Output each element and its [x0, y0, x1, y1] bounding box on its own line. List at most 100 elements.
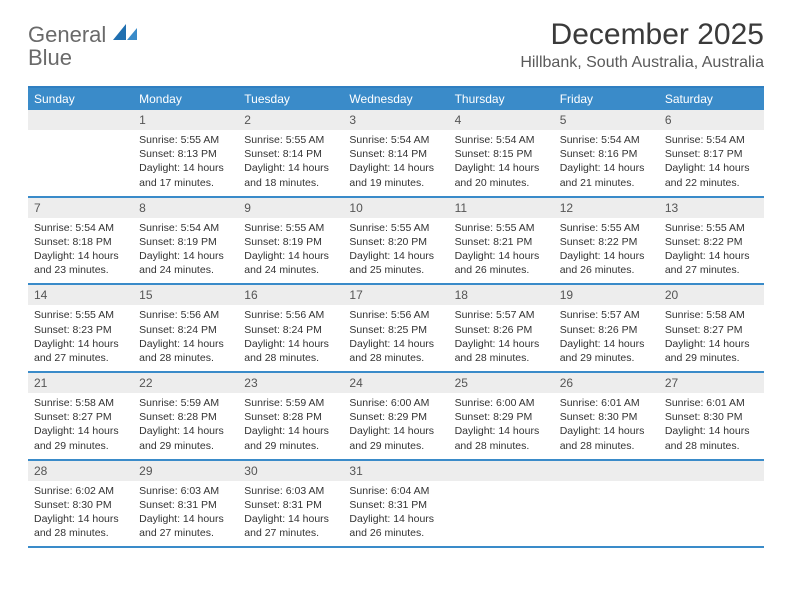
day-body: Sunrise: 5:55 AMSunset: 8:19 PMDaylight:…: [238, 218, 343, 278]
daylight-line: Daylight: 14 hours and 22 minutes.: [665, 161, 758, 189]
day-cell: 10Sunrise: 5:55 AMSunset: 8:20 PMDayligh…: [343, 198, 448, 284]
day-body: Sunrise: 5:56 AMSunset: 8:24 PMDaylight:…: [133, 305, 238, 365]
sunrise-line: Sunrise: 5:59 AM: [139, 396, 232, 410]
sunset-line: Sunset: 8:26 PM: [560, 323, 653, 337]
sunrise-line: Sunrise: 5:55 AM: [139, 133, 232, 147]
day-body: Sunrise: 5:55 AMSunset: 8:22 PMDaylight:…: [659, 218, 764, 278]
weekday-header: Sunday: [28, 88, 133, 110]
week-row: 7Sunrise: 5:54 AMSunset: 8:18 PMDaylight…: [28, 198, 764, 286]
day-body: Sunrise: 5:58 AMSunset: 8:27 PMDaylight:…: [659, 305, 764, 365]
day-number: 11: [449, 198, 554, 218]
sunset-line: Sunset: 8:24 PM: [139, 323, 232, 337]
sunset-line: Sunset: 8:22 PM: [665, 235, 758, 249]
daylight-line: Daylight: 14 hours and 19 minutes.: [349, 161, 442, 189]
day-body: Sunrise: 6:04 AMSunset: 8:31 PMDaylight:…: [343, 481, 448, 541]
day-body: Sunrise: 5:55 AMSunset: 8:20 PMDaylight:…: [343, 218, 448, 278]
day-body: Sunrise: 5:57 AMSunset: 8:26 PMDaylight:…: [554, 305, 659, 365]
day-number: 23: [238, 373, 343, 393]
daylight-line: Daylight: 14 hours and 29 minutes.: [560, 337, 653, 365]
day-number: [659, 461, 764, 481]
sunrise-line: Sunrise: 5:58 AM: [34, 396, 127, 410]
day-number: 5: [554, 110, 659, 130]
week-row: 21Sunrise: 5:58 AMSunset: 8:27 PMDayligh…: [28, 373, 764, 461]
sunrise-line: Sunrise: 6:03 AM: [244, 484, 337, 498]
day-cell: 28Sunrise: 6:02 AMSunset: 8:30 PMDayligh…: [28, 461, 133, 547]
day-cell: [449, 461, 554, 547]
day-number: 4: [449, 110, 554, 130]
day-body: Sunrise: 5:55 AMSunset: 8:21 PMDaylight:…: [449, 218, 554, 278]
day-number: 2: [238, 110, 343, 130]
day-number: [28, 110, 133, 130]
day-body: Sunrise: 5:59 AMSunset: 8:28 PMDaylight:…: [133, 393, 238, 453]
sunrise-line: Sunrise: 6:03 AM: [139, 484, 232, 498]
day-number: 22: [133, 373, 238, 393]
daylight-line: Daylight: 14 hours and 26 minutes.: [349, 512, 442, 540]
sunset-line: Sunset: 8:29 PM: [455, 410, 548, 424]
sunrise-line: Sunrise: 6:00 AM: [455, 396, 548, 410]
weekday-header: Monday: [133, 88, 238, 110]
daylight-line: Daylight: 14 hours and 29 minutes.: [665, 337, 758, 365]
day-cell: 7Sunrise: 5:54 AMSunset: 8:18 PMDaylight…: [28, 198, 133, 284]
sunrise-line: Sunrise: 5:54 AM: [34, 221, 127, 235]
day-body: Sunrise: 5:54 AMSunset: 8:15 PMDaylight:…: [449, 130, 554, 190]
sunrise-line: Sunrise: 5:56 AM: [349, 308, 442, 322]
daylight-line: Daylight: 14 hours and 26 minutes.: [560, 249, 653, 277]
daylight-line: Daylight: 14 hours and 26 minutes.: [455, 249, 548, 277]
day-cell: 27Sunrise: 6:01 AMSunset: 8:30 PMDayligh…: [659, 373, 764, 459]
daylight-line: Daylight: 14 hours and 28 minutes.: [665, 424, 758, 452]
day-cell: 14Sunrise: 5:55 AMSunset: 8:23 PMDayligh…: [28, 285, 133, 371]
sunset-line: Sunset: 8:14 PM: [349, 147, 442, 161]
day-cell: 11Sunrise: 5:55 AMSunset: 8:21 PMDayligh…: [449, 198, 554, 284]
daylight-line: Daylight: 14 hours and 28 minutes.: [560, 424, 653, 452]
sunset-line: Sunset: 8:25 PM: [349, 323, 442, 337]
sunset-line: Sunset: 8:13 PM: [139, 147, 232, 161]
daylight-line: Daylight: 14 hours and 27 minutes.: [665, 249, 758, 277]
sunrise-line: Sunrise: 5:54 AM: [665, 133, 758, 147]
location-text: Hillbank, South Australia, Australia: [520, 54, 764, 72]
day-body: Sunrise: 6:00 AMSunset: 8:29 PMDaylight:…: [449, 393, 554, 453]
day-cell: 15Sunrise: 5:56 AMSunset: 8:24 PMDayligh…: [133, 285, 238, 371]
day-number: 27: [659, 373, 764, 393]
sunset-line: Sunset: 8:15 PM: [455, 147, 548, 161]
daylight-line: Daylight: 14 hours and 23 minutes.: [34, 249, 127, 277]
daylight-line: Daylight: 14 hours and 17 minutes.: [139, 161, 232, 189]
day-cell: 30Sunrise: 6:03 AMSunset: 8:31 PMDayligh…: [238, 461, 343, 547]
daylight-line: Daylight: 14 hours and 27 minutes.: [244, 512, 337, 540]
day-body: Sunrise: 5:54 AMSunset: 8:17 PMDaylight:…: [659, 130, 764, 190]
day-number: 19: [554, 285, 659, 305]
day-number: 3: [343, 110, 448, 130]
sunrise-line: Sunrise: 6:00 AM: [349, 396, 442, 410]
day-cell: 23Sunrise: 5:59 AMSunset: 8:28 PMDayligh…: [238, 373, 343, 459]
sunset-line: Sunset: 8:24 PM: [244, 323, 337, 337]
sunset-line: Sunset: 8:18 PM: [34, 235, 127, 249]
day-number: 25: [449, 373, 554, 393]
day-cell: [28, 110, 133, 196]
day-cell: 24Sunrise: 6:00 AMSunset: 8:29 PMDayligh…: [343, 373, 448, 459]
day-number: 17: [343, 285, 448, 305]
daylight-line: Daylight: 14 hours and 29 minutes.: [244, 424, 337, 452]
day-cell: 21Sunrise: 5:58 AMSunset: 8:27 PMDayligh…: [28, 373, 133, 459]
daylight-line: Daylight: 14 hours and 28 minutes.: [34, 512, 127, 540]
sunset-line: Sunset: 8:29 PM: [349, 410, 442, 424]
weekday-header: Tuesday: [238, 88, 343, 110]
day-cell: 18Sunrise: 5:57 AMSunset: 8:26 PMDayligh…: [449, 285, 554, 371]
daylight-line: Daylight: 14 hours and 24 minutes.: [139, 249, 232, 277]
week-row: 28Sunrise: 6:02 AMSunset: 8:30 PMDayligh…: [28, 461, 764, 549]
daylight-line: Daylight: 14 hours and 21 minutes.: [560, 161, 653, 189]
day-cell: 12Sunrise: 5:55 AMSunset: 8:22 PMDayligh…: [554, 198, 659, 284]
day-number: 26: [554, 373, 659, 393]
day-number: [449, 461, 554, 481]
day-body: Sunrise: 5:54 AMSunset: 8:16 PMDaylight:…: [554, 130, 659, 190]
day-body: Sunrise: 5:56 AMSunset: 8:25 PMDaylight:…: [343, 305, 448, 365]
day-cell: 13Sunrise: 5:55 AMSunset: 8:22 PMDayligh…: [659, 198, 764, 284]
sunset-line: Sunset: 8:23 PM: [34, 323, 127, 337]
day-body: Sunrise: 6:00 AMSunset: 8:29 PMDaylight:…: [343, 393, 448, 453]
day-body: Sunrise: 5:55 AMSunset: 8:22 PMDaylight:…: [554, 218, 659, 278]
logo-word1: General: [28, 22, 106, 47]
sunrise-line: Sunrise: 5:59 AM: [244, 396, 337, 410]
logo-word2: Blue: [28, 45, 72, 70]
sunrise-line: Sunrise: 5:54 AM: [349, 133, 442, 147]
day-body: Sunrise: 6:01 AMSunset: 8:30 PMDaylight:…: [659, 393, 764, 453]
day-cell: 9Sunrise: 5:55 AMSunset: 8:19 PMDaylight…: [238, 198, 343, 284]
day-number: 12: [554, 198, 659, 218]
